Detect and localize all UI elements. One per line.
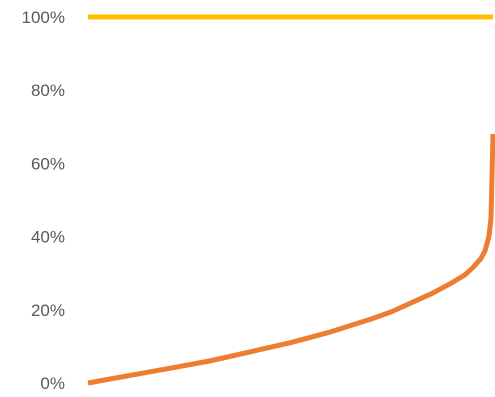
y-axis-tick-labels: 0% 20% 40% 60% 80% 100% — [22, 8, 65, 393]
y-tick-label: 60% — [31, 154, 65, 173]
series-layer — [87, 14, 495, 386]
y-tick-label: 100% — [22, 8, 65, 27]
y-tick-label: 20% — [31, 301, 65, 320]
y-tick-label: 0% — [40, 374, 65, 393]
series-line-1 — [87, 134, 495, 386]
y-tick-label: 40% — [31, 228, 65, 247]
y-tick-label: 80% — [31, 81, 65, 100]
